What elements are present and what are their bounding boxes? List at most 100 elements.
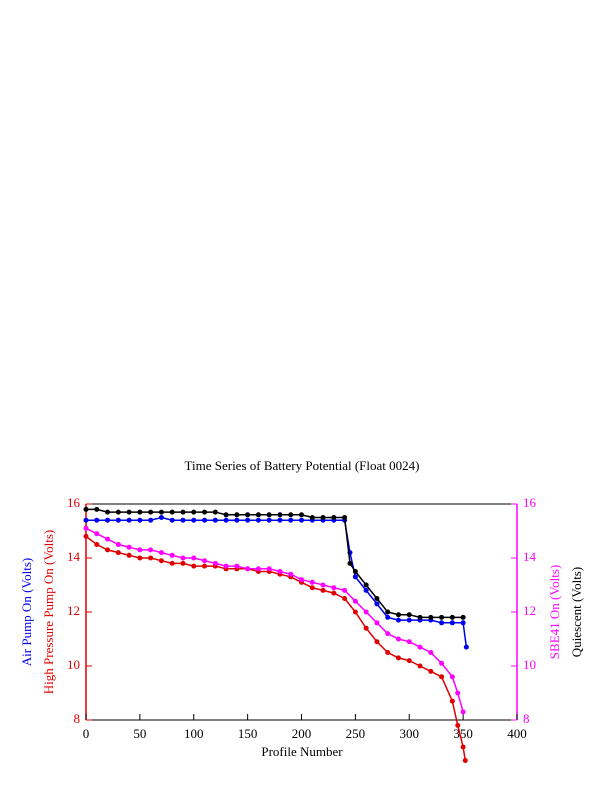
data-point bbox=[385, 609, 391, 615]
data-point bbox=[180, 555, 186, 561]
data-point bbox=[385, 650, 391, 655]
data-point bbox=[126, 544, 132, 550]
series-line bbox=[86, 508, 464, 619]
y2-tick-label: 8 bbox=[523, 711, 530, 726]
data-point bbox=[180, 509, 186, 515]
data-point bbox=[83, 533, 89, 539]
data-point bbox=[417, 644, 423, 650]
data-point bbox=[277, 569, 283, 574]
data-point bbox=[352, 569, 358, 574]
data-point bbox=[331, 590, 337, 596]
data-point bbox=[455, 722, 461, 728]
x-tick-label: 400 bbox=[507, 726, 527, 741]
data-point bbox=[83, 525, 89, 531]
y2-tick-label: 12 bbox=[523, 603, 536, 618]
data-point bbox=[299, 577, 304, 583]
data-point bbox=[363, 609, 369, 615]
data-point bbox=[255, 517, 261, 523]
data-point bbox=[137, 555, 143, 561]
y2-tick-label: 10 bbox=[523, 657, 536, 672]
data-point bbox=[363, 587, 369, 593]
data-point bbox=[363, 582, 369, 588]
data-point bbox=[374, 596, 380, 601]
data-point bbox=[299, 512, 304, 518]
data-point bbox=[395, 655, 401, 661]
data-point bbox=[266, 566, 272, 572]
y2-tick-label: 14 bbox=[523, 549, 537, 564]
data-point bbox=[449, 674, 455, 680]
data-point bbox=[234, 563, 240, 569]
data-point bbox=[374, 601, 380, 607]
data-point bbox=[342, 587, 348, 593]
data-point bbox=[363, 625, 369, 631]
data-point bbox=[158, 515, 164, 520]
y2-tick-label: 16 bbox=[523, 495, 537, 510]
data-point bbox=[180, 517, 186, 523]
data-point bbox=[212, 560, 218, 566]
data-point bbox=[94, 517, 100, 523]
data-point bbox=[105, 509, 111, 515]
data-point bbox=[374, 639, 380, 645]
data-point bbox=[449, 698, 455, 704]
data-point bbox=[137, 509, 143, 515]
data-point bbox=[417, 663, 423, 669]
data-point bbox=[331, 515, 337, 520]
x-tick-label: 100 bbox=[184, 726, 204, 741]
data-point bbox=[115, 542, 121, 547]
data-point bbox=[439, 614, 445, 620]
data-point bbox=[428, 614, 434, 620]
data-point bbox=[288, 517, 294, 523]
data-point bbox=[347, 560, 353, 566]
series-line bbox=[86, 516, 468, 648]
data-point bbox=[255, 566, 261, 572]
data-point bbox=[463, 644, 469, 650]
data-point bbox=[288, 571, 294, 577]
data-point bbox=[439, 620, 445, 626]
data-point bbox=[202, 558, 208, 564]
x-tick-label: 150 bbox=[238, 726, 258, 741]
data-point bbox=[462, 758, 468, 763]
data-point bbox=[352, 574, 358, 580]
data-point bbox=[126, 552, 132, 558]
data-point bbox=[439, 660, 445, 666]
data-point bbox=[342, 596, 348, 601]
data-point bbox=[212, 517, 218, 523]
data-point bbox=[115, 517, 121, 523]
data-point bbox=[352, 609, 358, 615]
data-point bbox=[191, 517, 197, 523]
data-point bbox=[137, 547, 143, 553]
data-point bbox=[406, 658, 412, 664]
y2-axis-label: Quiescent (Volts) bbox=[569, 567, 584, 657]
data-point bbox=[406, 612, 412, 618]
data-point bbox=[202, 509, 208, 515]
data-point bbox=[417, 614, 423, 620]
data-point bbox=[455, 690, 461, 696]
y-tick-label: 8 bbox=[74, 711, 81, 726]
data-point bbox=[94, 531, 100, 537]
data-point bbox=[460, 744, 466, 750]
data-point bbox=[137, 517, 143, 523]
data-point bbox=[331, 585, 337, 591]
data-point bbox=[385, 614, 391, 620]
data-point bbox=[158, 558, 164, 564]
x-tick-label: 350 bbox=[453, 726, 473, 741]
data-point bbox=[191, 509, 197, 515]
data-point bbox=[309, 515, 315, 520]
data-point bbox=[148, 555, 154, 561]
data-point bbox=[245, 517, 251, 523]
data-point bbox=[115, 550, 121, 556]
data-point bbox=[395, 636, 401, 642]
data-point bbox=[255, 512, 261, 518]
data-point bbox=[277, 517, 283, 523]
data-point bbox=[395, 612, 401, 618]
data-point bbox=[395, 617, 401, 623]
data-point bbox=[460, 620, 466, 626]
data-point bbox=[94, 506, 100, 512]
y-tick-label: 14 bbox=[67, 549, 81, 564]
data-point bbox=[309, 579, 315, 585]
data-point bbox=[223, 517, 229, 523]
data-point bbox=[460, 614, 466, 620]
data-point bbox=[266, 517, 272, 523]
data-point bbox=[320, 587, 326, 593]
